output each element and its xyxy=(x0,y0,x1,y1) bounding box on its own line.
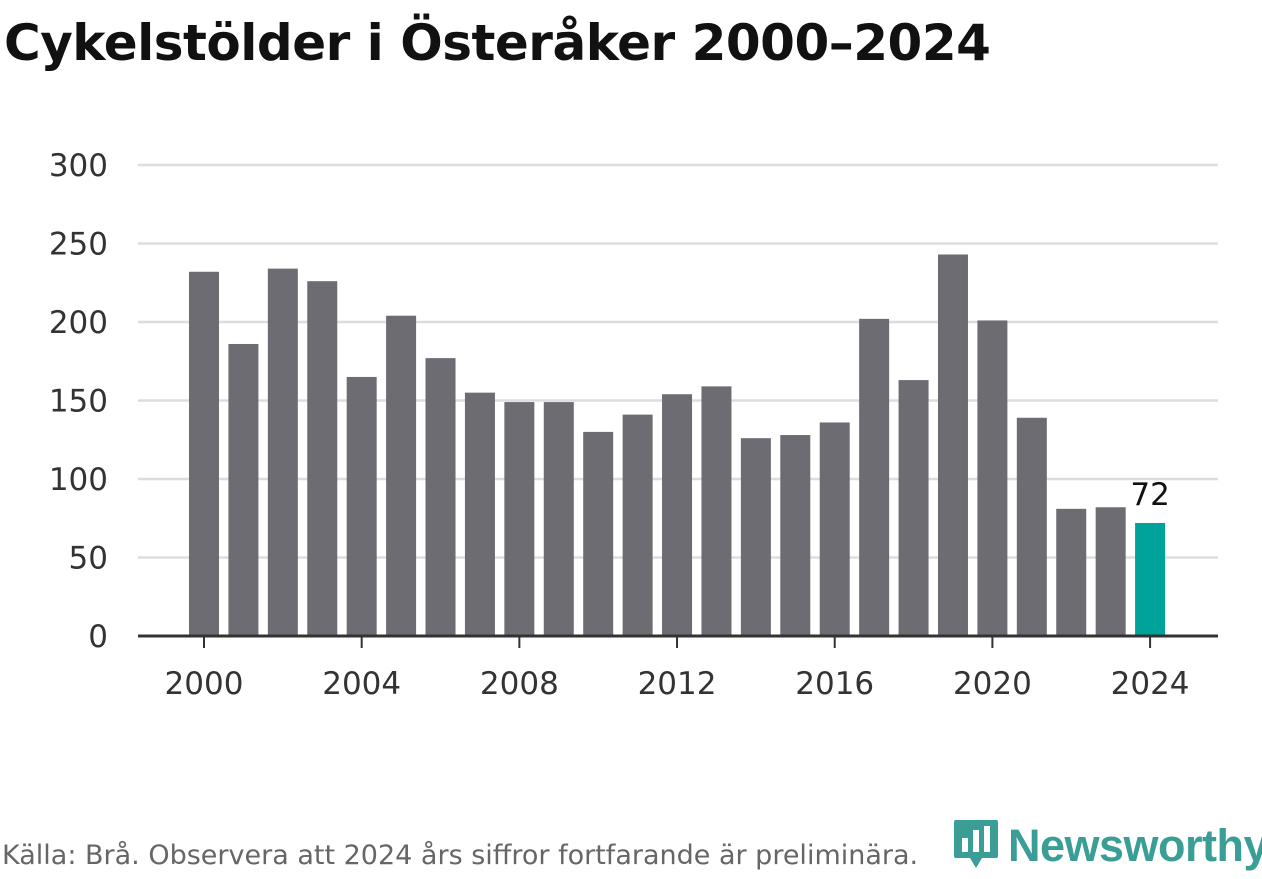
y-tick-label: 250 xyxy=(49,227,108,263)
x-axis-ticks: 2000 2004 2008 2012 2016 2020 2024 xyxy=(165,636,1190,702)
bar-2021 xyxy=(1016,417,1047,636)
bar-2010 xyxy=(583,431,614,636)
bar-2024 xyxy=(1135,522,1166,636)
newsworthy-logo: Newsworthy xyxy=(952,818,1262,874)
bar-2017 xyxy=(859,318,890,636)
bar-2004 xyxy=(346,376,377,636)
bar-2000 xyxy=(189,271,219,636)
chart-title: Cykelstölder i Österåker 2000–2024 xyxy=(4,14,991,72)
x-tick-label: 2016 xyxy=(795,666,874,702)
bar-2016 xyxy=(819,422,850,636)
bar-2003 xyxy=(307,281,338,636)
bar-2011 xyxy=(622,414,653,636)
data-labels: 72 xyxy=(1130,477,1169,513)
x-tick-label: 2008 xyxy=(480,666,559,702)
x-tick-label: 2020 xyxy=(953,666,1032,702)
y-tick-label: 0 xyxy=(88,619,108,655)
y-tick-label: 50 xyxy=(69,541,108,577)
data-label: 72 xyxy=(1130,477,1169,513)
bar-2020 xyxy=(977,320,1008,636)
bar-2002 xyxy=(267,268,298,636)
x-tick-label: 2024 xyxy=(1111,666,1190,702)
x-tick-label: 2004 xyxy=(322,666,401,702)
bars xyxy=(189,254,1166,637)
bar-2008 xyxy=(504,402,535,636)
brand-name: Newsworthy xyxy=(1008,820,1262,871)
bar-2023 xyxy=(1095,507,1126,636)
bar-2007 xyxy=(464,392,495,636)
y-axis-ticks: 0 50 100 150 200 250 300 xyxy=(49,148,108,655)
y-tick-label: 200 xyxy=(49,305,108,341)
x-tick-label: 2000 xyxy=(165,666,244,702)
bar-2014 xyxy=(740,438,771,636)
source-note: Källa: Brå. Observera att 2024 års siffr… xyxy=(2,840,919,871)
bar-2018 xyxy=(898,380,929,636)
x-tick-label: 2012 xyxy=(638,666,717,702)
bar-2006 xyxy=(425,358,456,636)
bar-2022 xyxy=(1056,508,1087,636)
y-tick-label: 150 xyxy=(49,384,108,420)
bar-2019 xyxy=(937,254,968,637)
y-tick-label: 100 xyxy=(49,462,108,498)
bar-2009 xyxy=(543,402,574,636)
bar-2005 xyxy=(386,315,417,636)
y-tick-label: 300 xyxy=(49,148,108,184)
bar-2012 xyxy=(662,394,693,636)
bar-2001 xyxy=(228,343,259,636)
bar-2013 xyxy=(701,386,732,636)
bar-2015 xyxy=(780,435,811,636)
bar-chart-pin-icon xyxy=(954,820,998,868)
